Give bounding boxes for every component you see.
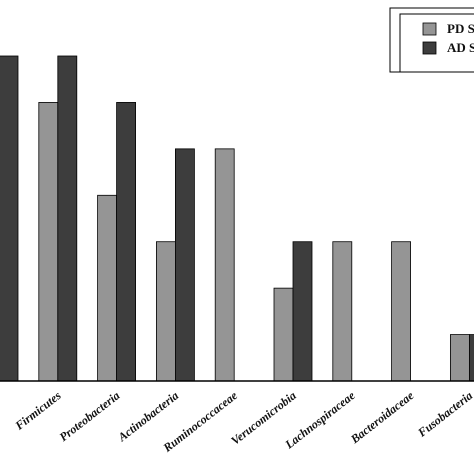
bar-ad-verucomicrobia bbox=[292, 241, 313, 382]
bars-group bbox=[0, 55, 474, 382]
bar-ad-actinobacteria bbox=[174, 148, 195, 382]
bar-ad-firmicutes bbox=[57, 55, 78, 382]
legend-label-pd: PD S bbox=[447, 21, 474, 36]
bar-pd-firmicutes bbox=[38, 102, 59, 382]
bar-pd-ruminococcaceae bbox=[214, 148, 235, 382]
bar-pd-lachnospiraceae bbox=[332, 241, 353, 382]
bar-pd-bacteroidaceae bbox=[391, 241, 412, 382]
legend-swatch-ad bbox=[422, 41, 437, 55]
bar-pd-actinobacteria bbox=[155, 241, 176, 382]
x-tick-label-bacteroidaceae: Bacteroidaceae bbox=[347, 388, 417, 447]
bar-ad-fusobacteria bbox=[468, 334, 474, 382]
bar-pd-fusobacteria bbox=[449, 334, 470, 382]
x-tick-label-fusobacteria: Fusobacteria bbox=[414, 388, 474, 440]
bar-pd-verucomicrobia bbox=[273, 287, 294, 382]
legend-label-ad: AD S bbox=[447, 40, 474, 55]
legend-box bbox=[399, 13, 474, 73]
legend-swatch-pd bbox=[422, 22, 437, 36]
x-tick-labels: FirmicutesProteobacteriaActinobacteriaRu… bbox=[12, 388, 474, 455]
bar-ad-proteobacteria bbox=[116, 102, 136, 382]
bar-ad-offscreen bbox=[0, 55, 19, 382]
bar-pd-proteobacteria bbox=[97, 194, 117, 382]
x-tick-label-proteobacteria: Proteobacteria bbox=[57, 388, 123, 444]
x-tick-label-firmicutes: Firmicutes bbox=[12, 388, 64, 433]
legend: PD S AD S bbox=[389, 7, 474, 73]
